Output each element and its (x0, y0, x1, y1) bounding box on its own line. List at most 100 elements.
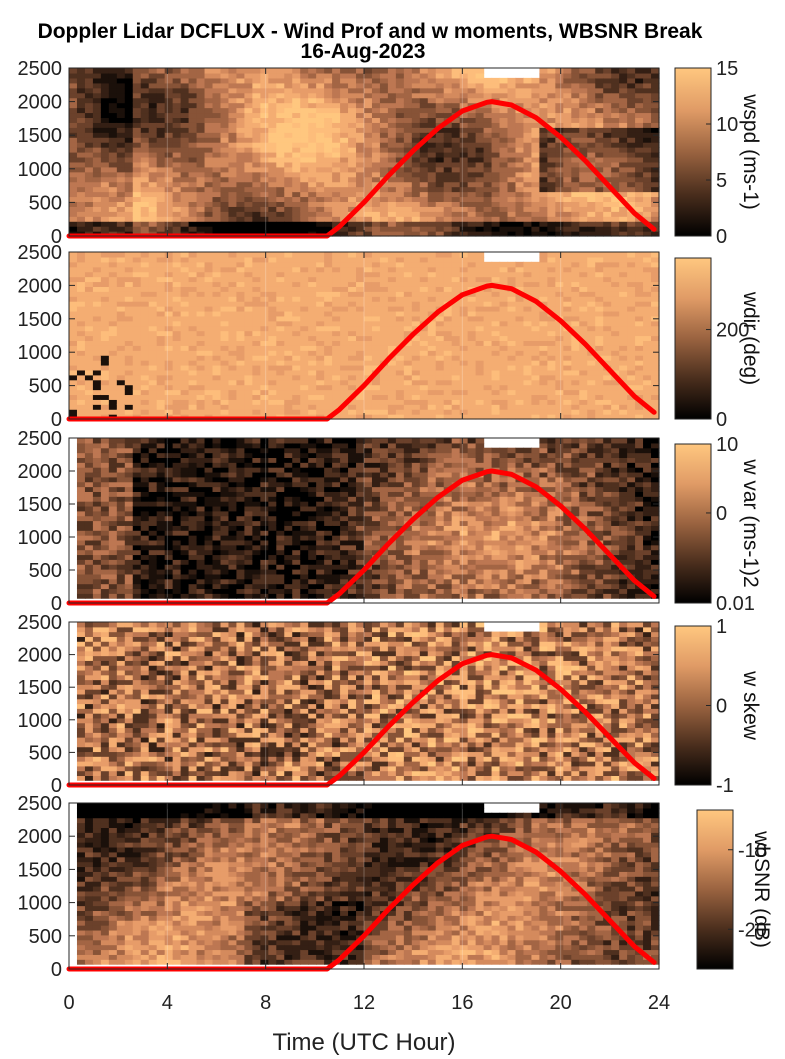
heatmap-cell (356, 409, 365, 415)
heatmap-cell (611, 117, 620, 123)
heatmap-cell (316, 306, 325, 312)
heatmap-cell (619, 252, 628, 258)
heatmap-cell (84, 374, 94, 381)
heatmap-cell (603, 97, 612, 104)
heatmap-cell (619, 92, 628, 99)
heatmap-cell (651, 196, 660, 203)
heatmap-cell (531, 196, 540, 203)
heatmap-cell (451, 320, 461, 327)
heatmap-cell (268, 335, 277, 342)
heatmap-cell (555, 301, 564, 307)
heatmap-cell (379, 355, 389, 361)
heatmap-cell (332, 72, 341, 79)
heatmap-cell (499, 394, 509, 400)
heatmap-cell (172, 271, 182, 278)
heatmap-cell (148, 350, 158, 356)
heatmap-cell (627, 102, 636, 109)
heatmap-cell (116, 186, 126, 193)
heatmap-cell (164, 330, 174, 337)
heatmap-cell (475, 325, 485, 332)
heatmap-cell (132, 296, 142, 302)
heatmap-cell (196, 68, 206, 74)
heatmap-cell (571, 127, 580, 133)
heatmap-cell (212, 296, 222, 302)
heatmap-cell (196, 147, 206, 153)
heatmap-cell (228, 196, 238, 203)
heatmap-cell (108, 211, 118, 217)
heatmap-cell (124, 142, 134, 148)
heatmap-cell (220, 112, 230, 119)
heatmap-cell (164, 137, 174, 143)
heatmap-cell (364, 176, 373, 183)
heatmap-cell (164, 87, 174, 94)
heatmap-cell (563, 117, 572, 123)
heatmap-cell (108, 72, 118, 79)
heatmap-cell (108, 330, 118, 337)
heatmap-cell (116, 271, 126, 278)
heatmap-cell (403, 345, 413, 351)
heatmap-cell (188, 211, 198, 217)
heatmap-cell (196, 252, 206, 258)
heatmap-cell (84, 226, 94, 232)
heatmap-cell (188, 389, 198, 396)
heatmap-cell (84, 176, 94, 183)
heatmap-cell (539, 296, 548, 302)
heatmap-cell (364, 171, 373, 178)
heatmap-cell (571, 345, 580, 351)
heatmap-cell (539, 216, 548, 222)
heatmap-cell (635, 201, 644, 207)
heatmap-cell (427, 364, 437, 371)
heatmap-cell (228, 176, 238, 183)
heatmap-cell (411, 409, 421, 415)
heatmap-cell (132, 211, 142, 217)
heatmap-cell (579, 350, 588, 356)
heatmap-cell (364, 394, 373, 400)
heatmap-cell (276, 82, 285, 89)
heatmap-cell (547, 87, 556, 94)
heatmap-cell (643, 231, 652, 237)
heatmap-cell (69, 97, 78, 104)
heatmap-cell (595, 152, 604, 158)
heatmap-cell (643, 206, 652, 212)
heatmap-cell (523, 266, 533, 273)
heatmap-cell (451, 409, 461, 415)
heatmap-cell (92, 384, 102, 391)
heatmap-cell (164, 72, 174, 79)
heatmap-cell (76, 384, 86, 391)
heatmap-cell (491, 137, 501, 143)
heatmap-cell (523, 231, 533, 237)
heatmap-cell (539, 335, 548, 342)
heatmap-cell (539, 330, 548, 337)
heatmap-cell (108, 364, 118, 371)
heatmap-cell (260, 261, 269, 268)
heatmap-cell (284, 409, 293, 415)
heatmap-cell (268, 291, 277, 297)
heatmap-cell (284, 122, 293, 128)
heatmap-cell (348, 355, 357, 361)
heatmap-cell (563, 186, 572, 193)
heatmap-cell (483, 216, 493, 222)
heatmap-cell (332, 374, 341, 381)
heatmap-cell (555, 77, 564, 84)
heatmap-cell (379, 404, 389, 410)
heatmap-cell (563, 127, 572, 133)
heatmap-cell (276, 97, 285, 104)
heatmap-cell (387, 360, 397, 366)
heatmap-cell (276, 301, 285, 307)
heatmap-cell (92, 166, 102, 173)
heatmap-cell (587, 171, 596, 178)
heatmap-cell (308, 201, 317, 207)
heatmap-cell (204, 152, 214, 158)
heatmap-cell (491, 186, 501, 193)
heatmap-cell (300, 345, 309, 351)
heatmap-cell (523, 281, 533, 287)
heatmap-cell (92, 340, 102, 346)
heatmap-cell (379, 296, 389, 302)
heatmap-cell (571, 216, 580, 222)
heatmap-cell (595, 310, 604, 317)
heatmap-cell (348, 291, 357, 297)
heatmap-cell (236, 384, 245, 391)
heatmap-cell (292, 261, 301, 268)
heatmap-cell (571, 261, 580, 268)
heatmap-cell (172, 291, 182, 297)
